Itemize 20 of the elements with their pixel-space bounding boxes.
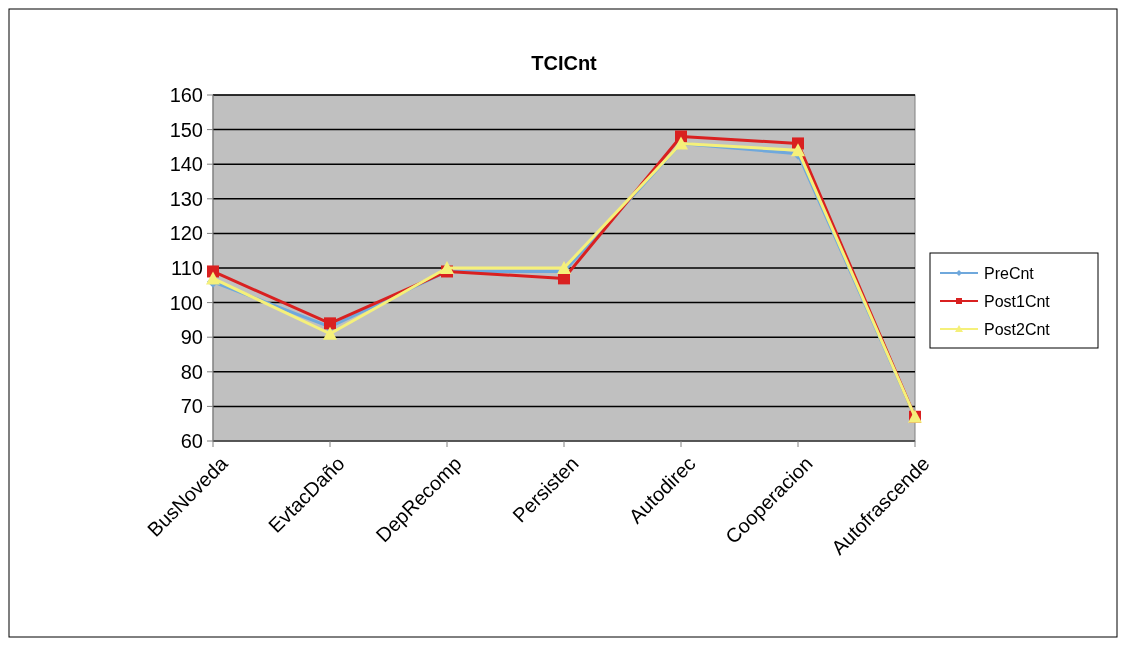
y-tick-label: 110 [171, 257, 203, 279]
y-tick-label: 150 [169, 118, 203, 141]
point [440, 261, 454, 274]
legend-label: PreCnt [984, 264, 1035, 282]
y-tick-label: 60 [180, 430, 203, 452]
y-tick-label: 130 [169, 187, 203, 210]
point [323, 326, 337, 340]
legend-label: Post1Cnt [984, 292, 1051, 310]
legend-label: Post2Cnt [984, 320, 1051, 338]
point [206, 271, 220, 285]
point [791, 143, 805, 157]
y-tick-label: 120 [169, 222, 203, 245]
y-tick-label: 100 [169, 291, 203, 314]
y-tick-label: 90 [180, 326, 203, 349]
chart-title: TCICnt [531, 52, 598, 74]
y-tick-label: 80 [180, 360, 203, 383]
y-tick-label: 160 [169, 84, 203, 106]
point [557, 261, 571, 274]
y-tick-label: 70 [180, 395, 203, 418]
y-tick-label: 140 [169, 153, 203, 176]
